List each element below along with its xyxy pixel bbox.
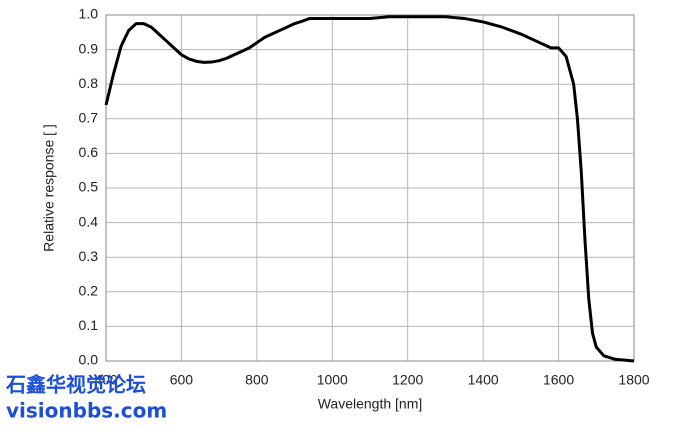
x-tick-label: 400	[94, 372, 118, 388]
watermark: 石鑫华视觉论坛	[5, 373, 146, 397]
x-tick-label: 800	[245, 372, 269, 388]
x-tick-label: 600	[170, 372, 194, 388]
y-tick-label: 0.4	[79, 213, 99, 229]
y-tick-label: 0.3	[79, 248, 99, 264]
y-tick-label: 1.0	[79, 6, 99, 22]
x-tick-label: 1000	[317, 372, 348, 388]
line	[104, 15, 635, 363]
plot-border	[105, 14, 635, 362]
y-tick-label: 0.1	[79, 317, 99, 333]
y-tick-label: 0.9	[79, 40, 99, 56]
y-tick-label: 0.7	[79, 110, 99, 126]
y-tick-label: 0.5	[79, 179, 99, 195]
x-tick-label: 1600	[543, 372, 574, 388]
y-axis-label: Relative response [ ]	[41, 124, 57, 252]
x-axis-label: Wavelength [nm]	[318, 396, 423, 412]
y-tick-label: 0.8	[79, 75, 99, 91]
y-tick-label: 0.2	[79, 283, 99, 299]
x-tick-label: 1200	[392, 372, 423, 388]
x-tick-label: 1800	[618, 372, 649, 388]
watermark: visionbbs.com	[6, 399, 167, 423]
y-tick-label: 0.6	[79, 144, 99, 160]
x-tick-label: 1400	[468, 372, 499, 388]
y-tick-label: 0.0	[79, 352, 99, 368]
